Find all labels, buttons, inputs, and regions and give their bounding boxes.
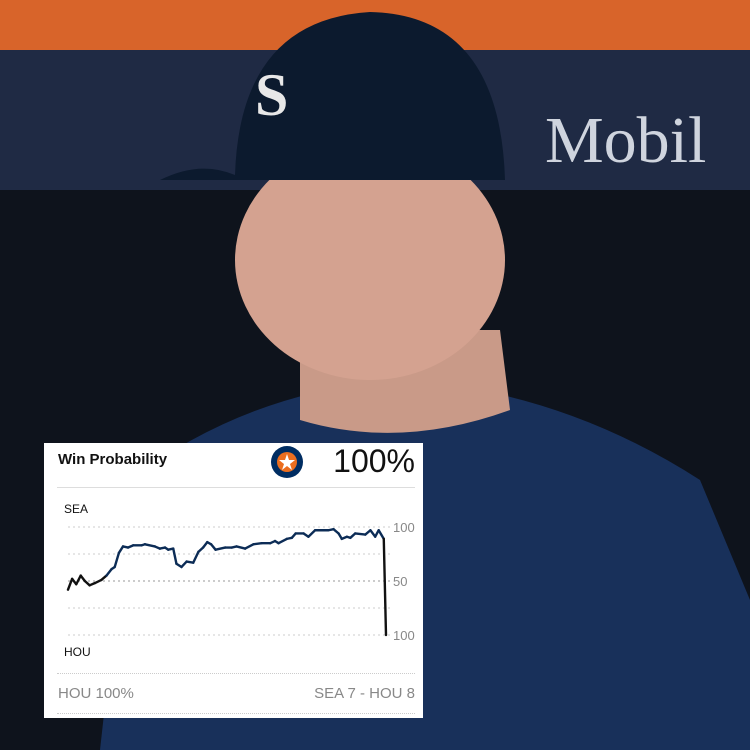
line-segment	[377, 529, 385, 541]
banner-text: Mobil	[545, 104, 706, 177]
line-segment	[235, 545, 247, 550]
line-segment	[214, 546, 227, 551]
sea-label: SEA	[64, 502, 89, 516]
line-segment	[143, 543, 157, 548]
line-segment	[172, 547, 178, 565]
line-segment	[192, 550, 200, 564]
line-segment	[277, 537, 288, 545]
cap-logo: S	[255, 62, 288, 128]
y-tick-label: 100	[393, 520, 415, 535]
line-segment	[75, 574, 82, 586]
cap-icon	[160, 12, 505, 180]
line-segment	[117, 545, 125, 555]
line-segment	[105, 567, 113, 577]
team-probability: 100%	[333, 443, 415, 479]
line-segment	[180, 560, 188, 569]
hou-label: HOU	[64, 645, 91, 659]
card-title: Win Probability	[58, 451, 168, 468]
astros-logo-icon	[271, 446, 303, 478]
bottom-divider	[57, 713, 415, 714]
footer-score: SEA 7 - HOU 8	[314, 685, 415, 702]
footer-left: HOU 100%	[58, 685, 134, 702]
face	[235, 140, 505, 380]
line-segment	[353, 532, 367, 536]
footer-divider	[57, 673, 415, 674]
line-segment	[382, 537, 388, 637]
line-segment	[369, 529, 377, 538]
line-segment	[307, 529, 317, 538]
header-divider	[57, 487, 415, 488]
line-segment	[66, 577, 74, 591]
line-segment	[113, 551, 121, 569]
line-segment	[252, 541, 263, 546]
y-tick-label: 50	[393, 574, 407, 589]
win-probability-chart: 100 50 100	[66, 520, 415, 643]
line-segment	[243, 543, 255, 550]
win-probability-card: Win Probability 100% SEA HOU 100 50 100 HO…	[44, 443, 423, 718]
line-segment	[93, 578, 103, 585]
y-tick-label: 100	[393, 628, 415, 643]
